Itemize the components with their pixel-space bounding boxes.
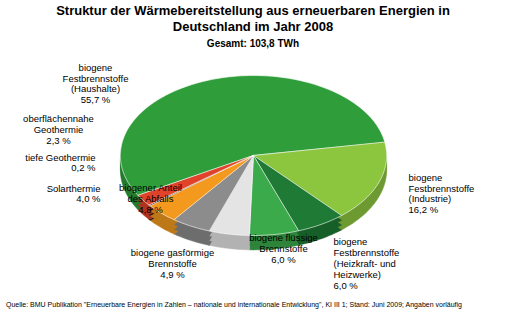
svg-text:biogene gasförmigeBrennstoffe4: biogene gasförmigeBrennstoffe4,9 % <box>131 247 214 280</box>
html-text:Quelle: BMU Publikation "Erneu: Quelle: BMU Publikation "Erneuerbare Ene… <box>6 301 462 308</box>
svg-text:biogener Anteildes Abfalls4,8: biogener Anteildes Abfalls4,8 % <box>119 182 182 215</box>
svg-text:Solarthermie4,0 %: Solarthermie4,0 % <box>47 183 101 205</box>
html-text:Struktur der Wärmebereitstellu: Struktur der Wärmebereitstellung aus ern… <box>56 3 450 34</box>
html-text:Gesamt: 103,8 TWh: Gesamt: 103,8 TWh <box>206 38 300 49</box>
svg-text:biogeneFestbrennstoffe(Industr: biogeneFestbrennstoffe(Industrie)16,2 % <box>409 172 475 216</box>
svg-text:oberflächennaheGeothermie2,3 %: oberflächennaheGeothermie2,3 % <box>23 113 94 146</box>
svg-text:biogeneFestbrennstoffe(Heizkra: biogeneFestbrennstoffe(Heizkraft- undHei… <box>334 236 400 291</box>
svg-text:tiefe Geothermie0,2 %: tiefe Geothermie0,2 % <box>25 152 96 174</box>
svg-text:biogene flüssigeBrennstoffe6,0: biogene flüssigeBrennstoffe6,0 % <box>249 232 318 265</box>
svg-text:biogeneFestbrennstoffe(Haushal: biogeneFestbrennstoffe(Haushalte)55,7 % <box>63 62 129 106</box>
